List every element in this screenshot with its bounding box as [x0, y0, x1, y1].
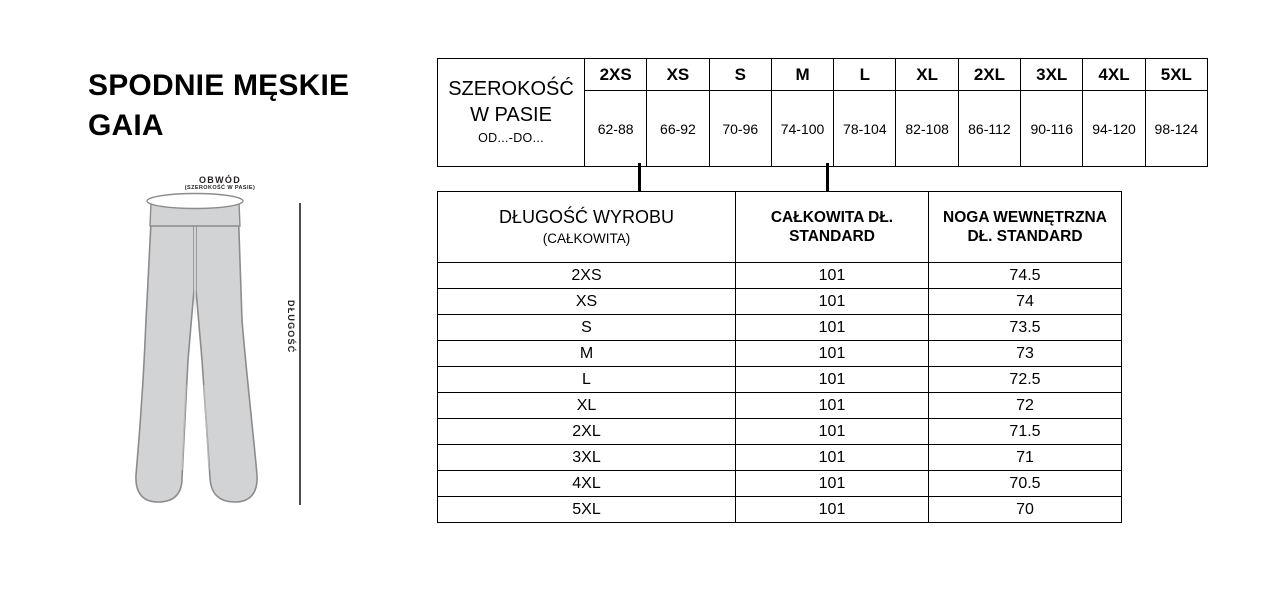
row-size: 2XS [437, 262, 736, 289]
waist-value-l: 78-104 [833, 90, 897, 167]
center-seam-fill [194, 203, 196, 320]
row-size: 2XL [437, 418, 736, 445]
row-total: 101 [735, 392, 929, 419]
table-row: 3XL 101 71 [437, 444, 1122, 471]
waist-opening [146, 192, 244, 210]
row-total: 101 [735, 366, 929, 393]
row-inseam: 72.5 [928, 366, 1122, 393]
length-header-size-main: DŁUGOŚĆ WYROBU [498, 206, 675, 227]
length-header-size-sub: (CAŁKOWITA) [542, 231, 631, 247]
waist-value-2xl: 86-112 [957, 90, 1022, 167]
waist-width-table: SZEROKOŚĆ W PASIE OD...-DO... 2XS XS S M… [437, 58, 1209, 167]
left-inseam [181, 384, 187, 471]
table-row-waist-values: 62-88 66-92 70-96 74-100 78-104 82-108 8… [438, 90, 1209, 167]
size-header-m: M [770, 58, 835, 91]
waist-row-header-text: SZEROKOŚĆ W PASIE [448, 78, 574, 127]
row-inseam: 74 [928, 288, 1122, 315]
waist-value-5xl: 98-124 [1144, 90, 1209, 167]
width-measure-label: OBWÓD (SZEROKOŚĆ W PASIE) [150, 175, 290, 192]
page-title: SPODNIE MĘSKIE GAIA [88, 66, 418, 145]
trousers-diagram [120, 170, 380, 520]
trousers-shape [135, 192, 258, 503]
row-inseam: 74.5 [928, 262, 1122, 289]
title-line-2: GAIA [88, 108, 164, 142]
table-row: 4XL 101 70.5 [437, 470, 1122, 497]
row-size: S [437, 314, 736, 341]
waist-value-m: 74-100 [770, 90, 835, 167]
size-header-4xl: 4XL [1082, 58, 1146, 91]
row-size: M [437, 340, 736, 367]
length-measure-label: DŁUGOŚĆ [286, 300, 296, 354]
table-row-length-header: DŁUGOŚĆ WYROBU (CAŁKOWITA) CAŁKOWITA DŁ.… [437, 191, 1122, 263]
waist-value-3xl: 90-116 [1020, 90, 1084, 167]
table-row: 5XL 101 70 [437, 496, 1122, 523]
row-inseam: 73.5 [928, 314, 1122, 341]
length-header-size: DŁUGOŚĆ WYROBU (CAŁKOWITA) [437, 191, 736, 263]
length-table: DŁUGOŚĆ WYROBU (CAŁKOWITA) CAŁKOWITA DŁ.… [437, 191, 1122, 523]
waist-value-4xl: 94-120 [1082, 90, 1146, 167]
row-inseam: 70.5 [928, 470, 1122, 497]
size-header-s: S [708, 58, 772, 91]
row-total: 101 [735, 444, 929, 471]
right-leg [195, 202, 258, 503]
row-total: 101 [735, 496, 929, 523]
row-size: XL [437, 392, 736, 419]
table-row: 2XS 101 74.5 [437, 262, 1122, 289]
table-row: XL 101 72 [437, 392, 1122, 419]
table-row: XS 101 74 [437, 288, 1122, 315]
size-header-2xs: 2XS [583, 58, 648, 91]
width-measure-label-main: OBWÓD [199, 175, 241, 185]
row-inseam: 71 [928, 444, 1122, 471]
size-header-3xl: 3XL [1020, 58, 1084, 91]
gap-divider-left [638, 163, 641, 192]
waist-row-header: SZEROKOŚĆ W PASIE OD...-DO... [437, 58, 585, 167]
waist-value-xl: 82-108 [895, 90, 959, 167]
row-inseam: 70 [928, 496, 1122, 523]
waist-value-s: 70-96 [708, 90, 772, 167]
row-total: 101 [735, 288, 929, 315]
right-inseam [203, 384, 210, 471]
row-inseam: 72 [928, 392, 1122, 419]
row-size: XS [437, 288, 736, 315]
length-header-total: CAŁKOWITA DŁ. STANDARD [735, 191, 929, 263]
row-size: 3XL [437, 444, 736, 471]
row-total: 101 [735, 314, 929, 341]
row-total: 101 [735, 470, 929, 497]
table-row: 2XL 101 71.5 [437, 418, 1122, 445]
table-row: M 101 73 [437, 340, 1122, 367]
row-total: 101 [735, 262, 929, 289]
row-total: 101 [735, 340, 929, 367]
size-header-5xl: 5XL [1144, 58, 1209, 91]
title-line-1: SPODNIE MĘSKIE [88, 69, 350, 102]
table-row: S 101 73.5 [437, 314, 1122, 341]
row-size: 4XL [437, 470, 736, 497]
waist-row-header-note: OD...-DO... [478, 131, 544, 146]
length-header-inseam: NOGA WEWNĘTRZNA DŁ. STANDARD [928, 191, 1122, 263]
waist-value-xs: 66-92 [646, 90, 710, 167]
waist-value-2xs: 62-88 [583, 90, 648, 167]
row-size: L [437, 366, 736, 393]
size-header-2xl: 2XL [957, 58, 1022, 91]
trousers-illustration [135, 192, 301, 505]
table-row-waist-sizes: SZEROKOŚĆ W PASIE OD...-DO... 2XS XS S M… [437, 58, 1209, 167]
width-measure-label-sub: (SZEROKOŚĆ W PASIE) [184, 185, 256, 192]
row-size: 5XL [437, 496, 736, 523]
table-row: L 101 72.5 [437, 366, 1122, 393]
gap-divider-right [826, 163, 829, 192]
row-inseam: 71.5 [928, 418, 1122, 445]
row-total: 101 [735, 418, 929, 445]
left-leg [135, 202, 195, 503]
size-header-xl: XL [895, 58, 959, 91]
size-header-xs: XS [646, 58, 710, 91]
size-header-l: L [833, 58, 897, 91]
row-inseam: 73 [928, 340, 1122, 367]
